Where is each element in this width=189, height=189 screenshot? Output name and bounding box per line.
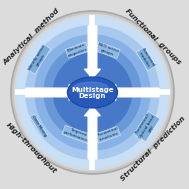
Polygon shape	[26, 84, 78, 100]
Ellipse shape	[67, 77, 117, 108]
Text: Targeted
performances: Targeted performances	[62, 126, 92, 144]
Polygon shape	[84, 26, 100, 78]
Circle shape	[11, 11, 174, 174]
Text: Multistage: Multistage	[71, 88, 114, 94]
Text: Eliminate
properties: Eliminate properties	[66, 43, 88, 58]
Text: Theoretical
structures: Theoretical structures	[96, 127, 120, 143]
Text: Analytical  method: Analytical method	[2, 7, 61, 66]
Circle shape	[35, 35, 150, 150]
Circle shape	[17, 17, 168, 168]
Text: Functional  groups: Functional groups	[124, 8, 182, 66]
Ellipse shape	[69, 78, 116, 107]
Polygon shape	[84, 107, 100, 159]
Text: Data Mining: Data Mining	[31, 115, 47, 137]
Text: Structural  prediction: Structural prediction	[120, 115, 187, 182]
Ellipse shape	[73, 82, 108, 94]
Circle shape	[15, 15, 170, 170]
Circle shape	[53, 53, 132, 132]
Polygon shape	[107, 84, 159, 100]
Text: Design: Design	[79, 93, 106, 99]
Circle shape	[12, 12, 172, 172]
Circle shape	[26, 26, 159, 159]
Text: Functional
modules: Functional modules	[137, 48, 155, 70]
Text: High-throughput: High-throughput	[5, 122, 58, 175]
Text: Theoretical/
Optical band
gap: Theoretical/ Optical band gap	[134, 112, 159, 141]
Circle shape	[44, 44, 141, 141]
Text: Identify active
groups: Identify active groups	[27, 44, 50, 74]
Text: NLO active
groups: NLO active groups	[96, 42, 120, 58]
